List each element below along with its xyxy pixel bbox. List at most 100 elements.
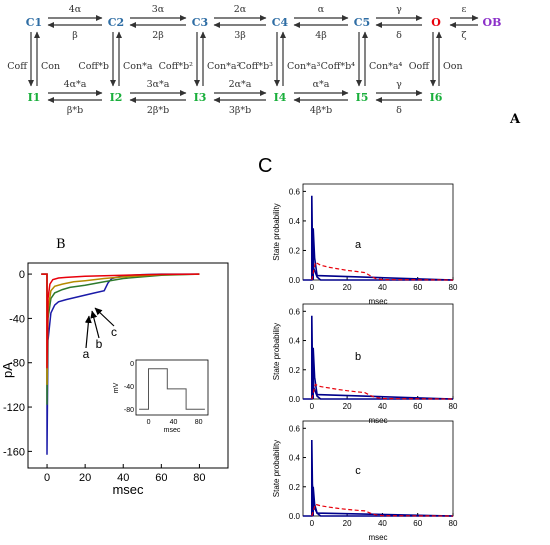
trace-label-c: c bbox=[111, 325, 117, 339]
panel-label-b: B bbox=[56, 237, 66, 252]
probability-trace-2 bbox=[312, 228, 454, 281]
probability-trace-1 bbox=[303, 439, 453, 517]
rate-label: Con*a bbox=[123, 61, 153, 72]
state-i6: I6 bbox=[430, 91, 443, 104]
rate-label: 3β bbox=[234, 30, 246, 41]
rate-label: ζ bbox=[461, 30, 466, 41]
rate-label: Ooff bbox=[409, 61, 431, 72]
y-tick-label: -80 bbox=[9, 358, 25, 370]
rate-label: Coff*b⁴ bbox=[321, 61, 356, 72]
panel-label-a: A bbox=[509, 112, 521, 127]
rate-label: Con*a³ bbox=[287, 61, 321, 72]
probability-trace-2 bbox=[312, 347, 454, 400]
rate-label: δ bbox=[396, 105, 402, 116]
probability-subplot-b: 0 20 40 60 80 0.0 0.2 0.4 0.6 State probability ms… bbox=[272, 303, 458, 425]
state-i1: I1 bbox=[28, 91, 41, 104]
x-tick-label: 0 bbox=[310, 283, 315, 292]
rate-label: ε bbox=[462, 4, 467, 15]
state-i4: I4 bbox=[274, 91, 287, 104]
subplot-label-b: b bbox=[355, 351, 361, 363]
current-trace-2 bbox=[41, 273, 200, 405]
x-tick-label: 80 bbox=[449, 283, 458, 292]
x-tick-label: 80 bbox=[449, 402, 458, 411]
probability-trace-3 bbox=[311, 261, 454, 281]
rate-label: Coff*b³ bbox=[239, 61, 274, 72]
x-tick-label: 20 bbox=[343, 519, 352, 528]
y-tick-label: 0.2 bbox=[289, 366, 301, 375]
x-tick-label: 80 bbox=[193, 472, 205, 484]
x-tick-label: 20 bbox=[79, 472, 91, 484]
subplot-label-a: a bbox=[355, 239, 362, 251]
trace-pointer-arrow bbox=[84, 315, 92, 349]
rate-label: 3α*a bbox=[147, 79, 170, 90]
y-tick-label: -120 bbox=[3, 402, 25, 414]
plot-frame bbox=[302, 183, 454, 281]
rate-label: γ bbox=[396, 4, 402, 15]
x-tick-label: 40 bbox=[378, 519, 387, 528]
x-tick-label: 60 bbox=[155, 472, 167, 484]
y-axis-label: pA bbox=[0, 362, 15, 378]
y-tick-label: 0.6 bbox=[289, 307, 301, 316]
panel-label-c: C bbox=[258, 155, 272, 177]
state-i3: I3 bbox=[194, 91, 207, 104]
y-tick-label: -160 bbox=[3, 446, 25, 458]
x-tick-label: 0 bbox=[44, 472, 50, 484]
inset-frame bbox=[135, 359, 209, 416]
inset-x-axis-label: msec bbox=[164, 427, 181, 434]
probability-trace-1 bbox=[303, 315, 453, 400]
rate-label: α*a bbox=[313, 79, 330, 90]
inset-y-tick-label: -80 bbox=[124, 407, 134, 414]
x-tick-label: 60 bbox=[413, 519, 422, 528]
rate-label: Con*a² bbox=[207, 61, 241, 72]
plot-frame bbox=[302, 420, 454, 517]
state-c3: C3 bbox=[192, 16, 208, 29]
inset-x-tick-label: 40 bbox=[170, 419, 178, 426]
probability-trace-3 bbox=[311, 503, 454, 517]
x-tick-label: 40 bbox=[378, 402, 387, 411]
plot-frame bbox=[302, 303, 454, 400]
trace-label-b: b bbox=[96, 337, 103, 351]
voltage-protocol-trace bbox=[139, 368, 205, 410]
state-i2: I2 bbox=[110, 91, 123, 104]
rate-label: 3β*b bbox=[229, 105, 251, 116]
x-tick-label: 0 bbox=[310, 402, 315, 411]
x-tick-label: 20 bbox=[343, 402, 352, 411]
rate-label: 4β bbox=[315, 30, 327, 41]
x-axis-label: msec bbox=[368, 416, 387, 425]
rate-label: Con*a⁴ bbox=[369, 61, 403, 72]
state-c5: C5 bbox=[354, 16, 370, 29]
y-tick-label: 0.4 bbox=[289, 217, 301, 226]
y-axis-label: State probability bbox=[272, 440, 281, 497]
state-c2: C2 bbox=[108, 16, 124, 29]
kinetic-scheme: C1 C2 C3 C4 C5 O OB I1 I2 I3 I4 I5 I6 4α β 3α 2β 2α 3β α 4β γ… bbox=[7, 4, 501, 116]
y-axis-label: State probability bbox=[272, 203, 281, 260]
rate-label: 2α bbox=[234, 4, 247, 15]
rate-label: Oon bbox=[443, 61, 463, 72]
inset-x-tick-label: 0 bbox=[147, 419, 151, 426]
rate-label: Con bbox=[41, 61, 60, 72]
probability-trace-2 bbox=[312, 486, 454, 517]
x-axis-label: msec bbox=[368, 297, 387, 306]
x-tick-label: 60 bbox=[413, 402, 422, 411]
x-tick-label: 0 bbox=[310, 519, 315, 528]
state-probability-panel: 0 20 40 60 80 0.0 0.2 0.4 0.6 State probability ms… bbox=[272, 183, 458, 542]
probability-trace-3 bbox=[311, 383, 454, 400]
trace-pointer-arrow bbox=[90, 310, 100, 339]
y-tick-label: 0.0 bbox=[289, 276, 301, 285]
x-tick-label: 40 bbox=[117, 472, 129, 484]
state-c4: C4 bbox=[272, 16, 289, 29]
x-tick-label: 20 bbox=[343, 283, 352, 292]
rate-label: 3α bbox=[152, 4, 165, 15]
x-axis-label: msec bbox=[368, 533, 387, 542]
state-i5: I5 bbox=[356, 91, 369, 104]
y-tick-label: 0.0 bbox=[289, 512, 301, 521]
x-axis-label: msec bbox=[112, 482, 144, 497]
y-tick-label: 0.6 bbox=[289, 424, 301, 433]
rate-label: β bbox=[72, 30, 78, 41]
current-trace-3 bbox=[41, 273, 200, 385]
y-tick-label: 0.4 bbox=[289, 337, 301, 346]
rate-label: 2β*b bbox=[147, 105, 169, 116]
x-tick-label: 40 bbox=[378, 283, 387, 292]
y-tick-label: 0.4 bbox=[289, 454, 301, 463]
